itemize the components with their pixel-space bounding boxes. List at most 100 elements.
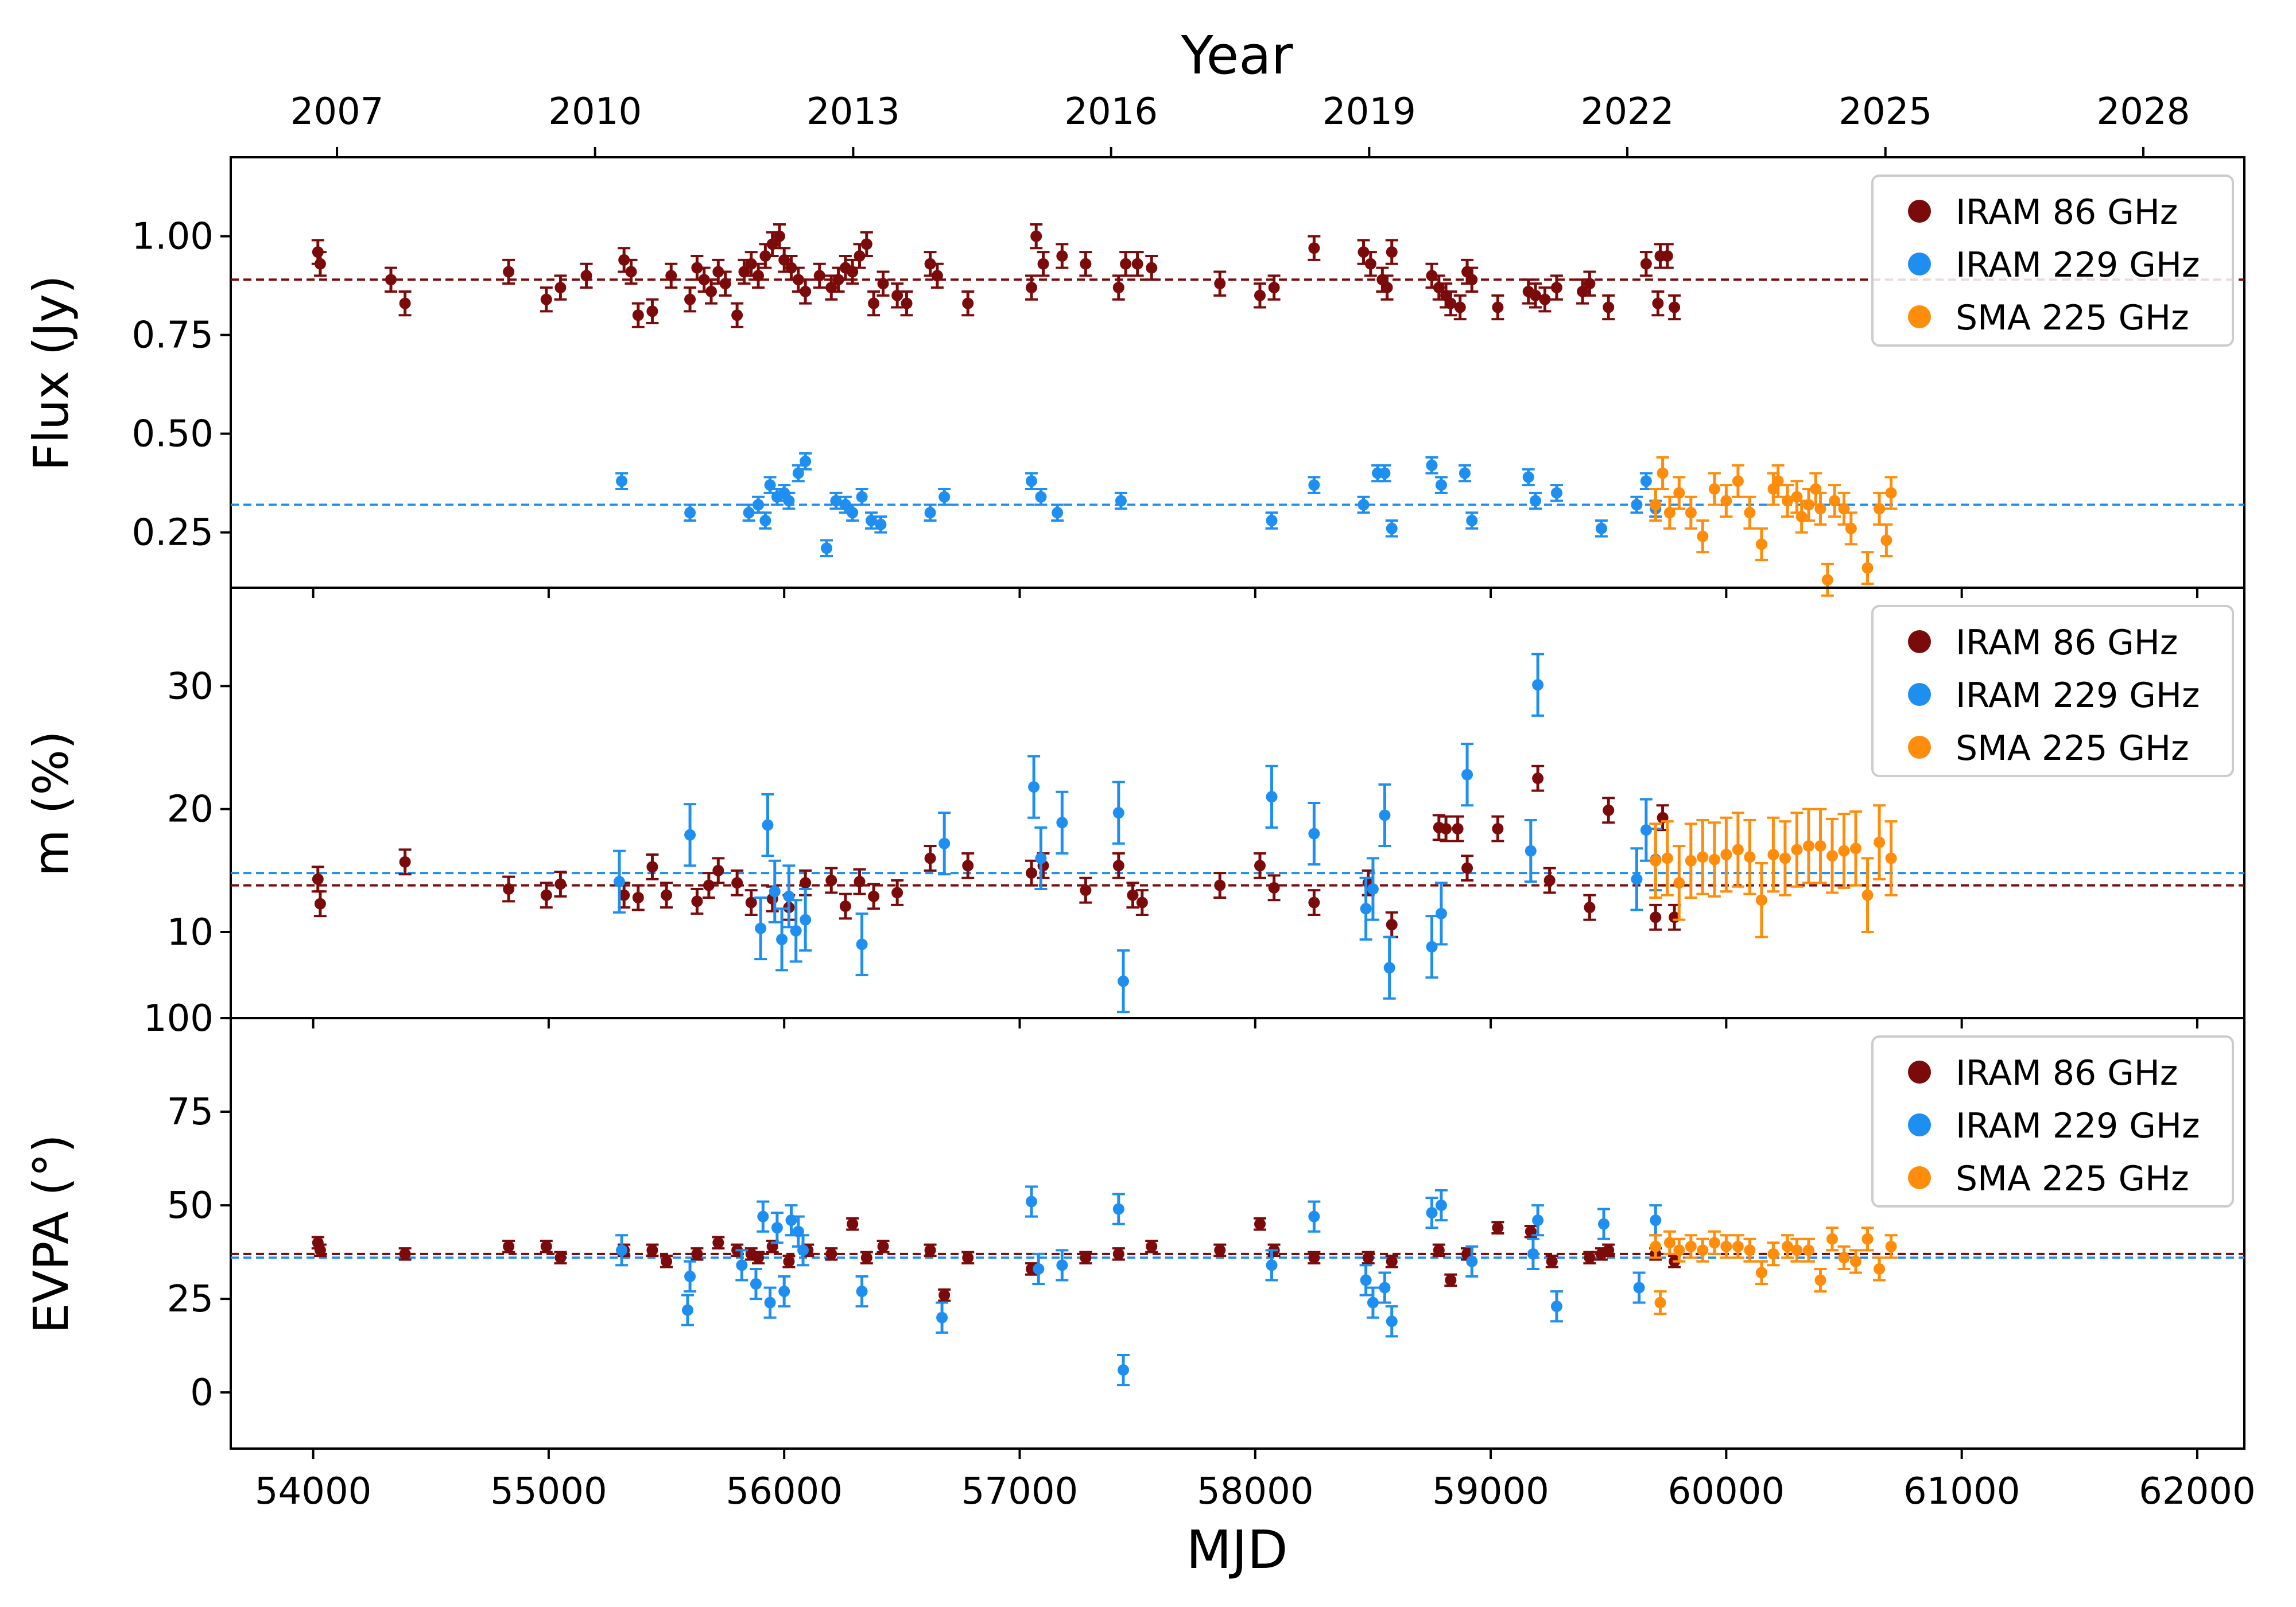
flux-data-point <box>1386 522 1398 534</box>
flux-data-point <box>1744 507 1756 519</box>
flux-data-point <box>1056 250 1068 262</box>
evpa-data-point <box>1118 1364 1130 1376</box>
flux-data-point <box>753 499 765 511</box>
evpa-data-point <box>1308 1210 1320 1222</box>
polarization-data-point <box>1685 855 1697 867</box>
flux-data-point <box>1657 467 1669 479</box>
flux-data-point <box>800 285 812 297</box>
polarization-data-point <box>314 898 326 910</box>
evpa-data-point <box>771 1222 783 1234</box>
flux-data-point <box>753 270 765 282</box>
bottom-axis-label: MJD <box>1186 1519 1287 1581</box>
mjd-tick-label: 55000 <box>490 1470 607 1513</box>
flux-data-point <box>1435 479 1447 491</box>
flux-data-point <box>632 309 644 321</box>
evpa-series-sma-225-ghz <box>1649 1226 1898 1315</box>
polarization-data-point <box>1697 851 1709 863</box>
polarization-data-point <box>1802 840 1814 852</box>
evpa-data-point <box>860 1252 872 1264</box>
flux-data-point <box>1650 499 1662 511</box>
polarization-data-point <box>962 860 974 872</box>
evpa-data-point <box>750 1278 762 1290</box>
polarization-data-point <box>755 922 767 934</box>
polarization-data-point <box>1850 843 1862 855</box>
evpa-data-point <box>825 1248 837 1260</box>
evpa-data-point <box>1426 1207 1438 1219</box>
flux-data-point <box>1755 538 1767 550</box>
evpa-ytick-label: 0 <box>190 1372 214 1414</box>
evpa-data-point <box>1466 1255 1478 1267</box>
flux-data-point <box>891 289 903 301</box>
flux-data-point <box>1308 242 1320 254</box>
year-tick-label: 2028 <box>2097 91 2190 133</box>
polarization-data-point <box>790 925 802 937</box>
polarization-legend-label-sma-225-ghz: SMA 225 GHz <box>1956 728 2189 768</box>
flux-data-point <box>1358 499 1370 511</box>
evpa-data-point <box>1838 1252 1850 1264</box>
polarization-data-point <box>1080 884 1092 896</box>
polarization-data-point <box>731 877 743 889</box>
flux-data-point <box>1595 522 1607 534</box>
evpa-data-point <box>1386 1255 1398 1267</box>
evpa-legend-marker-iram-229-ghz <box>1908 1113 1931 1136</box>
evpa-data-point <box>1802 1244 1814 1256</box>
flux-data-point <box>1025 475 1037 487</box>
mjd-tick-label: 60000 <box>1668 1470 1785 1513</box>
flux-data-point <box>1120 258 1132 270</box>
evpa-data-point <box>1445 1274 1457 1286</box>
flux-data-point <box>1539 293 1551 305</box>
flux-data-point <box>1640 258 1652 270</box>
evpa-series-iram-229-ghz <box>615 1185 1662 1387</box>
polarization-data-point <box>684 829 696 841</box>
flux-data-point <box>901 297 913 309</box>
evpa-data-point <box>783 1255 795 1267</box>
flux-data-point <box>1720 495 1732 507</box>
flux-data-point <box>1268 282 1280 294</box>
flux-data-point <box>924 258 936 270</box>
flux-data-point <box>314 258 326 270</box>
polarization-data-point <box>825 875 837 886</box>
evpa-data-point <box>1367 1297 1379 1309</box>
flux-data-point <box>1603 301 1615 313</box>
evpa-data-point <box>1362 1252 1374 1264</box>
evpa-data-point <box>1584 1252 1596 1264</box>
evpa-data-point <box>1435 1200 1447 1212</box>
flux-legend-box <box>1871 174 2234 347</box>
flux-data-point <box>860 238 872 250</box>
evpa-legend-marker-iram-86-ghz <box>1908 1061 1931 1084</box>
polarization-data-point <box>1532 679 1544 691</box>
evpa-data-point <box>1654 1297 1666 1309</box>
flux-data-point <box>712 266 724 278</box>
flux-data-point <box>1631 499 1643 511</box>
evpa-data-point <box>1850 1255 1862 1267</box>
flux-data-point <box>580 270 592 282</box>
polarization-data-point <box>1640 824 1652 836</box>
mjd-tick-labels: 54000 55000 56000 57000 58000 59000 60000 61000… <box>255 1470 2256 1513</box>
flux-data-point <box>1874 503 1886 515</box>
polarization-data-point <box>1791 844 1803 856</box>
polarization-data-point <box>646 861 658 873</box>
polarization-legend-marker-iram-229-ghz <box>1908 683 1931 706</box>
polarization-ytick-label: 20 <box>167 789 214 831</box>
flux-data-point <box>847 507 859 519</box>
flux-data-point <box>1782 495 1794 507</box>
polarization-data-point <box>1268 882 1280 894</box>
flux-data-point <box>875 518 887 530</box>
flux-data-point <box>839 499 851 511</box>
flux-data-point <box>1685 507 1697 519</box>
polarization-data-point <box>1266 791 1278 803</box>
evpa-legend: IRAM 86 GHz IRAM 229 GHz SMA 225 GHz <box>1871 1035 2234 1208</box>
evpa-data-point <box>1673 1244 1685 1256</box>
evpa-ytick-label: 50 <box>167 1185 214 1227</box>
flux-data-point <box>865 515 877 527</box>
evpa-legend-marker-sma-225-ghz <box>1908 1166 1931 1189</box>
evpa-data-point <box>778 1286 790 1298</box>
flux-data-point <box>684 507 696 519</box>
evpa-data-point <box>1254 1218 1266 1230</box>
flux-data-point <box>646 305 658 317</box>
polarization-data-point <box>839 900 851 912</box>
evpa-ytick-label: 25 <box>167 1278 214 1321</box>
flux-data-point <box>540 293 552 305</box>
polarization-data-point <box>703 879 715 891</box>
